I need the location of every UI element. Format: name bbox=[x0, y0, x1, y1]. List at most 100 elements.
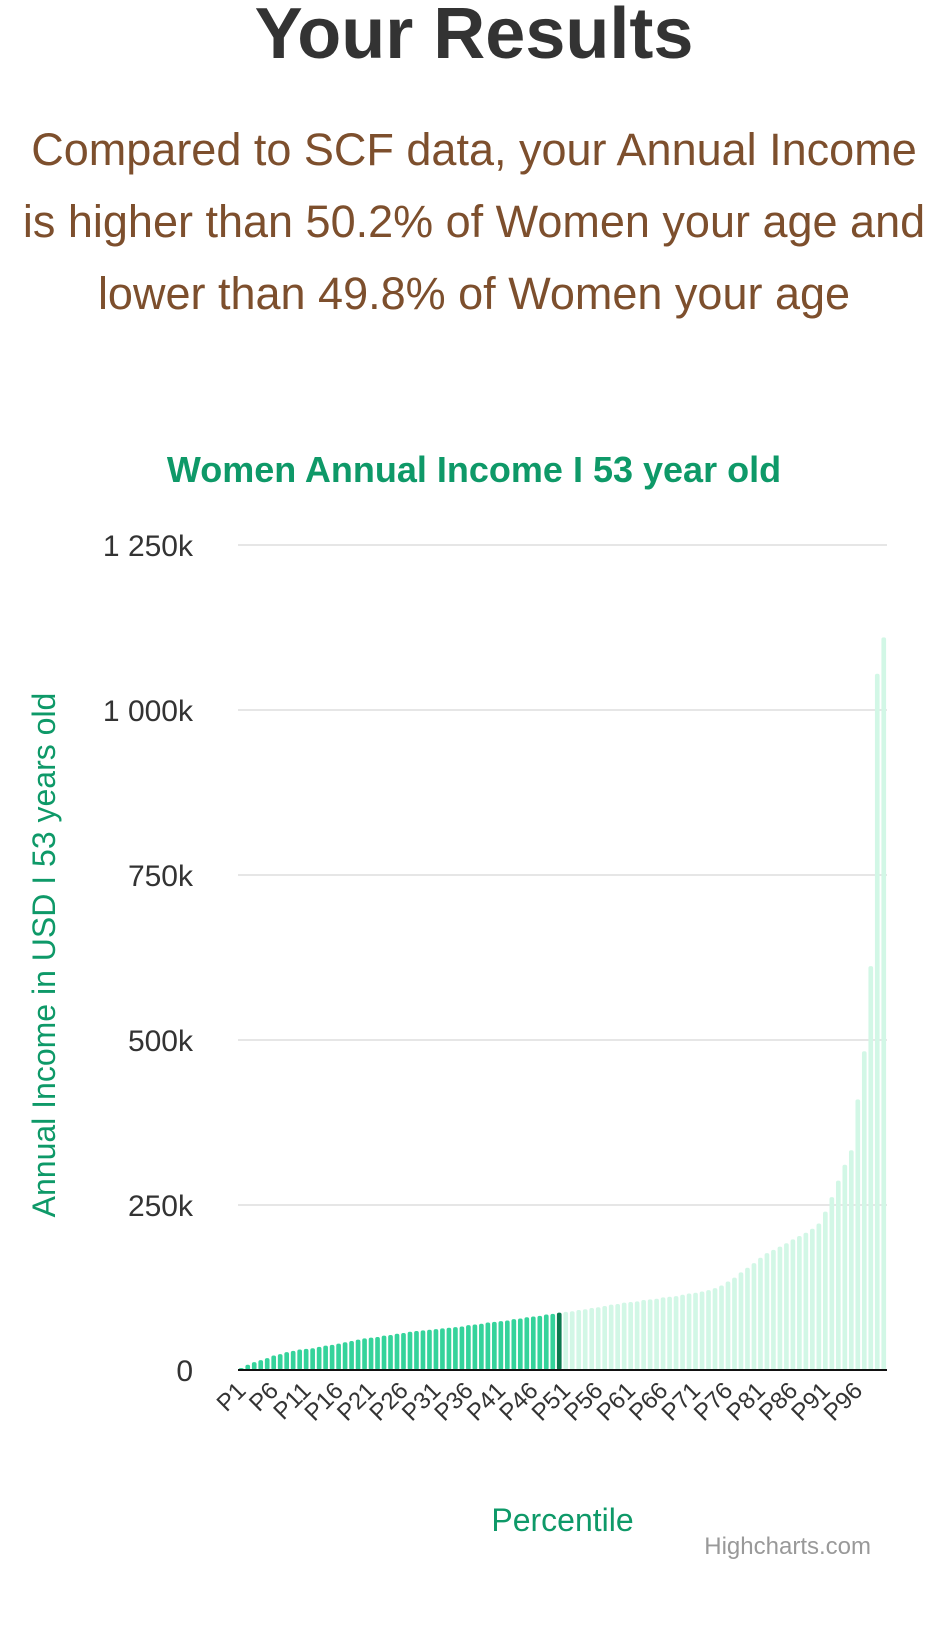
y-axis-title: Annual Income in USD I 53 years old bbox=[26, 693, 62, 1218]
bar-P77 bbox=[732, 1277, 737, 1370]
bar-P11 bbox=[303, 1348, 309, 1370]
bar-P91 bbox=[823, 1211, 828, 1370]
bar-P29 bbox=[420, 1330, 426, 1370]
bar-P66 bbox=[660, 1297, 666, 1370]
chart-title: Women Annual Income I 53 year old bbox=[167, 449, 781, 490]
results-summary: Compared to SCF data, your Annual Income… bbox=[22, 124, 926, 319]
bar-P50 bbox=[556, 1312, 562, 1370]
bar-P74 bbox=[712, 1288, 718, 1370]
bar-P14 bbox=[323, 1345, 328, 1370]
bar-P67 bbox=[667, 1296, 672, 1370]
bar-P80 bbox=[751, 1263, 757, 1370]
x-axis-tick-labels: P1P6P11P16P21P26P31P36P41P46P51P56P61P66… bbox=[212, 1377, 868, 1426]
bar-P49 bbox=[550, 1313, 556, 1370]
bar-P12 bbox=[310, 1348, 315, 1370]
bar-P27 bbox=[407, 1331, 413, 1370]
bars bbox=[238, 637, 887, 1370]
bar-P72 bbox=[699, 1291, 705, 1370]
bar-P36 bbox=[466, 1325, 471, 1370]
bar-P23 bbox=[381, 1335, 387, 1370]
bar-P39 bbox=[485, 1322, 491, 1370]
bar-P16 bbox=[336, 1343, 341, 1370]
bar-P59 bbox=[615, 1304, 620, 1370]
bar-P98 bbox=[868, 966, 874, 1370]
bar-P54 bbox=[582, 1309, 588, 1370]
bar-P73 bbox=[706, 1290, 711, 1370]
bar-P43 bbox=[511, 1319, 517, 1370]
bar-P83 bbox=[771, 1249, 776, 1370]
bar-P88 bbox=[803, 1232, 809, 1370]
gridlines bbox=[238, 544, 887, 1206]
bar-P38 bbox=[479, 1323, 484, 1370]
y-tick-label: 750k bbox=[128, 860, 194, 893]
bar-P22 bbox=[375, 1337, 380, 1370]
bar-P97 bbox=[861, 1051, 867, 1370]
bar-P95 bbox=[848, 1150, 854, 1370]
chart-credits[interactable]: Highcharts.com bbox=[704, 1533, 871, 1560]
bar-P28 bbox=[414, 1331, 419, 1370]
bar-P51 bbox=[563, 1311, 569, 1370]
bar-P78 bbox=[738, 1272, 744, 1370]
bar-P34 bbox=[453, 1327, 458, 1370]
bar-P58 bbox=[608, 1304, 614, 1370]
bar-P96 bbox=[855, 1099, 861, 1370]
bar-P65 bbox=[654, 1298, 659, 1370]
bar-P25 bbox=[394, 1333, 400, 1370]
bar-P24 bbox=[388, 1335, 393, 1370]
bar-P44 bbox=[517, 1318, 523, 1370]
bar-P79 bbox=[745, 1267, 750, 1370]
y-tick-label: 1 250k bbox=[103, 530, 194, 563]
bar-P84 bbox=[777, 1246, 783, 1370]
bar-P64 bbox=[647, 1299, 653, 1370]
y-tick-label: 500k bbox=[128, 1025, 194, 1058]
bar-P55 bbox=[589, 1307, 595, 1370]
bar-P19 bbox=[355, 1339, 361, 1370]
bar-P93 bbox=[835, 1180, 841, 1370]
bar-P37 bbox=[472, 1324, 478, 1370]
x-tick-label: P96 bbox=[819, 1377, 868, 1426]
page-title: Your Results bbox=[254, 0, 694, 74]
bar-P35 bbox=[459, 1326, 465, 1370]
bar-P90 bbox=[816, 1223, 822, 1370]
bar-P92 bbox=[829, 1197, 835, 1370]
bar-P30 bbox=[427, 1329, 432, 1370]
bar-P100 bbox=[881, 637, 887, 1370]
bar-P42 bbox=[505, 1320, 510, 1370]
bar-P56 bbox=[595, 1307, 601, 1370]
bar-P7 bbox=[277, 1354, 283, 1370]
bar-P71 bbox=[693, 1292, 698, 1370]
bar-P81 bbox=[758, 1257, 763, 1370]
bar-P4 bbox=[258, 1360, 264, 1370]
bar-P10 bbox=[297, 1349, 302, 1370]
bar-P15 bbox=[329, 1344, 335, 1370]
bar-P33 bbox=[446, 1327, 452, 1370]
x-axis-title: Percentile bbox=[491, 1502, 633, 1538]
bar-P40 bbox=[492, 1321, 497, 1370]
bar-P3 bbox=[251, 1362, 257, 1370]
bar-P82 bbox=[764, 1253, 770, 1370]
income-chart: Women Annual Income I 53 year old 0 250k 5… bbox=[0, 440, 948, 1644]
bar-P45 bbox=[524, 1317, 530, 1370]
y-tick-label: 1 000k bbox=[103, 695, 194, 728]
bar-P8 bbox=[284, 1352, 290, 1370]
bar-P85 bbox=[784, 1243, 789, 1370]
bar-P26 bbox=[401, 1333, 406, 1370]
bar-P32 bbox=[440, 1328, 445, 1370]
bar-P21 bbox=[368, 1337, 374, 1370]
y-axis-tick-labels: 0 250k 500k 750k 1 000k 1 250k bbox=[103, 530, 194, 1388]
bar-P6 bbox=[271, 1355, 277, 1370]
bar-P57 bbox=[602, 1305, 608, 1370]
bar-P63 bbox=[641, 1300, 646, 1370]
bar-P68 bbox=[673, 1296, 679, 1370]
bar-P52 bbox=[569, 1311, 575, 1370]
income-chart-svg: Women Annual Income I 53 year old 0 250k 5… bbox=[26, 449, 887, 1560]
bar-P86 bbox=[790, 1239, 796, 1370]
bar-P53 bbox=[576, 1309, 582, 1370]
bar-P17 bbox=[342, 1342, 348, 1370]
bar-P94 bbox=[842, 1164, 848, 1370]
bar-P13 bbox=[316, 1346, 322, 1370]
bar-P76 bbox=[725, 1281, 731, 1370]
bar-P2 bbox=[245, 1364, 251, 1370]
bar-P18 bbox=[349, 1340, 354, 1370]
bar-P69 bbox=[680, 1294, 685, 1370]
